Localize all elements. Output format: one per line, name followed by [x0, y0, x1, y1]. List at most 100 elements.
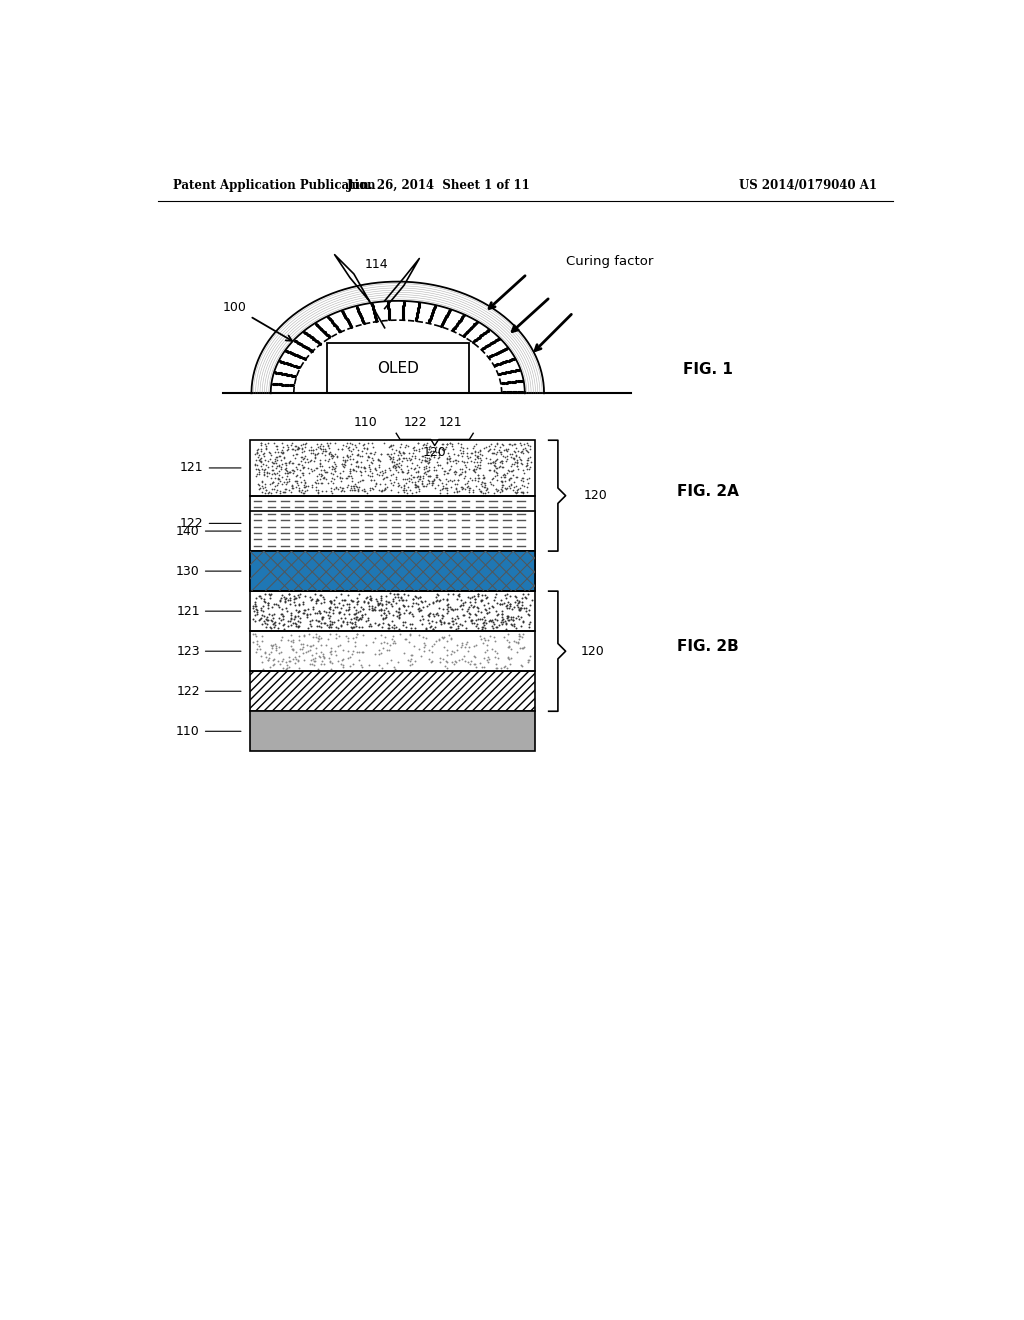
Point — [502, 467, 518, 488]
Point — [351, 607, 368, 628]
Point — [501, 635, 517, 656]
Point — [411, 475, 427, 496]
Point — [394, 590, 411, 611]
Point — [410, 454, 426, 475]
Point — [393, 454, 410, 475]
Point — [483, 595, 500, 616]
Point — [273, 585, 290, 606]
Point — [514, 656, 530, 677]
Point — [489, 593, 506, 614]
Point — [364, 470, 380, 491]
Point — [489, 609, 506, 630]
Point — [332, 602, 348, 623]
Point — [298, 642, 314, 663]
Point — [386, 583, 402, 605]
Point — [301, 440, 317, 461]
Point — [302, 603, 318, 624]
Point — [424, 635, 440, 656]
Point — [469, 597, 485, 618]
Point — [497, 585, 513, 606]
Point — [350, 444, 367, 465]
Point — [273, 598, 290, 619]
Point — [282, 450, 298, 471]
Point — [428, 465, 444, 486]
Point — [266, 463, 283, 484]
Point — [261, 442, 278, 463]
Point — [294, 462, 310, 483]
Text: 121: 121 — [438, 416, 462, 429]
Text: 121: 121 — [180, 462, 241, 474]
Point — [501, 609, 517, 630]
Point — [325, 446, 341, 467]
Point — [403, 595, 420, 616]
Point — [309, 589, 326, 610]
Point — [334, 478, 350, 499]
Point — [460, 473, 476, 494]
Point — [294, 446, 310, 467]
Point — [271, 471, 288, 492]
Point — [345, 449, 361, 470]
Point — [421, 594, 437, 615]
Point — [444, 614, 461, 635]
Point — [371, 450, 387, 471]
Point — [406, 437, 422, 458]
Point — [466, 459, 482, 480]
Point — [264, 610, 281, 631]
Point — [473, 449, 489, 470]
Point — [343, 478, 359, 499]
Point — [418, 627, 434, 648]
Point — [257, 482, 273, 503]
Point — [368, 589, 384, 610]
Point — [316, 612, 333, 634]
Point — [344, 612, 360, 634]
Point — [404, 442, 421, 463]
Point — [384, 450, 400, 471]
Point — [288, 444, 304, 465]
Point — [315, 459, 332, 480]
Point — [298, 607, 314, 628]
Point — [385, 474, 401, 495]
Point — [317, 440, 334, 461]
Point — [377, 479, 393, 500]
Point — [249, 454, 265, 475]
Point — [440, 442, 457, 463]
Point — [275, 447, 292, 469]
Point — [350, 479, 367, 500]
Point — [291, 615, 307, 636]
Point — [502, 478, 518, 499]
Point — [424, 470, 440, 491]
Point — [489, 647, 506, 668]
Point — [371, 454, 387, 475]
Point — [431, 446, 447, 467]
Point — [350, 610, 367, 631]
Point — [518, 453, 535, 474]
Point — [455, 442, 471, 463]
Point — [340, 599, 356, 620]
Point — [446, 474, 463, 495]
Point — [411, 438, 427, 459]
Point — [344, 467, 360, 488]
Point — [430, 454, 446, 475]
Point — [295, 594, 311, 615]
Point — [415, 605, 431, 626]
Point — [383, 594, 399, 615]
Point — [421, 470, 437, 491]
Point — [498, 450, 514, 471]
Point — [398, 434, 415, 455]
Point — [412, 586, 428, 607]
Point — [319, 628, 336, 649]
Point — [348, 455, 365, 477]
Point — [421, 457, 437, 478]
Point — [258, 437, 274, 458]
Point — [431, 651, 447, 672]
Point — [338, 626, 354, 647]
Point — [343, 609, 359, 630]
Point — [434, 627, 451, 648]
Point — [411, 593, 427, 614]
Point — [264, 451, 281, 473]
Point — [328, 461, 344, 482]
Point — [289, 465, 305, 486]
Point — [469, 470, 485, 491]
Point — [256, 449, 272, 470]
Point — [477, 642, 494, 663]
